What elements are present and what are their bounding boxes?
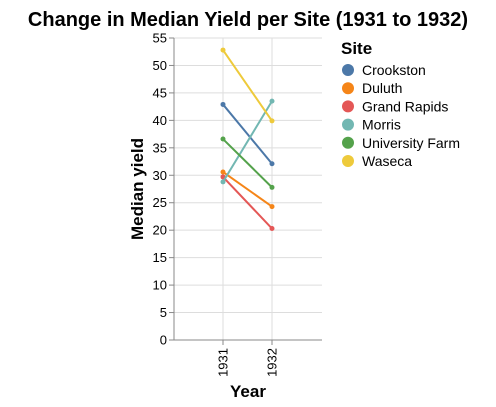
legend-title: Site [341,39,372,58]
y-tick-label: 40 [153,113,167,128]
y-tick-label: 15 [153,250,167,265]
y-tick-label: 5 [160,305,167,320]
series-line-grand-rapids [222,176,273,230]
legend-label-morris: Morris [362,117,401,133]
point-university-farm-1932 [269,184,275,190]
y-tick-label: 20 [153,223,167,238]
y-tick-label: 30 [153,168,167,183]
legend: Site Crookston Duluth Grand Rapids Morris Un… [341,39,460,169]
series-line-crookston [222,103,273,165]
legend-label-duluth: Duluth [362,80,402,96]
y-tick-label: 0 [160,333,167,348]
point-duluth-1932 [269,204,275,210]
legend-label-university-farm: University Farm [362,135,460,151]
x-axis-title: Year [230,382,266,401]
legend-label-crookston: Crookston [362,62,426,78]
point-morris-1932 [269,98,275,104]
legend-label-waseca: Waseca [362,153,412,169]
legend-symbol-university-farm [342,136,354,149]
legend-symbol-duluth [342,82,354,95]
axes: 0 5 10 15 20 25 30 35 40 45 50 55 1931 1932 [153,31,322,377]
y-tick-label: 35 [153,140,167,155]
x-tick-label: 1932 [265,348,280,377]
x-tick-label: 1931 [216,348,231,377]
y-tick-label: 10 [153,278,167,293]
point-waseca-1931 [220,47,226,53]
point-crookston-1932 [269,161,275,167]
series-line-university-farm [222,138,273,189]
y-axis-title: Median yield [128,138,147,240]
series-line-morris [222,100,273,183]
point-grand-rapids-1932 [269,226,275,232]
chart-title: Change in Median Yield per Site (1931 to… [28,9,468,31]
series [220,47,275,232]
legend-label-grand-rapids: Grand Rapids [362,98,448,114]
point-duluth-1931 [220,169,226,175]
series-line-waseca [222,49,273,122]
point-university-farm-1931 [220,136,226,142]
legend-symbol-grand-rapids [342,100,354,113]
legend-symbol-waseca [342,155,354,167]
series-line-duluth [222,171,273,208]
legend-symbol-morris [342,118,354,131]
y-tick-label: 50 [153,58,167,73]
point-morris-1931 [220,179,226,185]
y-tick-label: 55 [153,31,167,46]
y-tick-label: 45 [153,85,167,100]
y-tick-label: 25 [153,195,167,210]
legend-symbol-crookston [342,64,354,76]
point-waseca-1932 [269,118,275,124]
point-crookston-1931 [220,101,226,107]
